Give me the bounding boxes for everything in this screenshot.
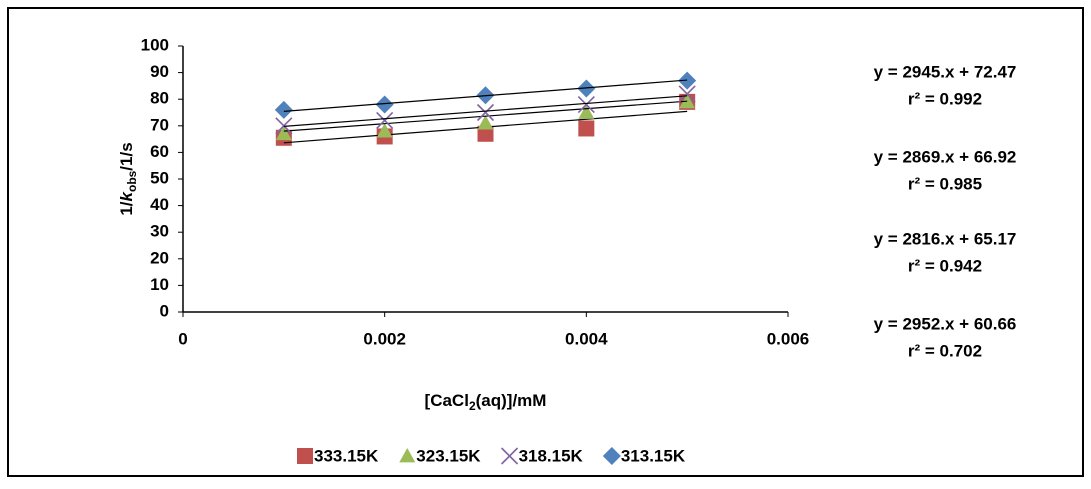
x-axis-label-part: (aq)]/mM xyxy=(476,391,547,410)
legend-label: 333.15K xyxy=(314,446,379,465)
point xyxy=(577,95,595,114)
point xyxy=(477,125,494,142)
point xyxy=(500,447,519,465)
y-axis-label-part: /1/s xyxy=(117,142,136,170)
trendline-equation: y = 2869.x + 66.92 xyxy=(874,147,1017,166)
point xyxy=(602,447,621,465)
point xyxy=(678,85,696,103)
trendline-equation: y = 2952.x + 60.66 xyxy=(874,314,1017,333)
point xyxy=(577,79,596,98)
y-tick-label: 50 xyxy=(150,168,169,187)
y-tick-label: 60 xyxy=(150,142,169,161)
x-tick-label: 0.006 xyxy=(767,329,810,348)
trendline-equation: y = 2816.x + 65.17 xyxy=(874,229,1017,248)
trendline xyxy=(283,100,688,132)
point xyxy=(274,100,293,119)
point xyxy=(376,123,393,138)
y-tick-label: 10 xyxy=(150,275,169,294)
point xyxy=(297,448,313,464)
point xyxy=(578,104,595,119)
y-tick-label: 90 xyxy=(150,62,169,81)
x-tick-label: 0.002 xyxy=(363,329,406,348)
trendline-r2: r² = 0.992 xyxy=(908,89,982,108)
y-tick-label: 100 xyxy=(141,35,169,54)
point xyxy=(477,115,494,130)
x-axis-label-part: [CaCl xyxy=(425,391,469,410)
x-axis-label: [CaCl2(aq)]/mM xyxy=(425,391,547,413)
point xyxy=(476,103,495,122)
y-axis-label-part: k xyxy=(117,190,136,201)
trendline-r2: r² = 0.985 xyxy=(908,174,982,193)
y-tick-label: 0 xyxy=(160,301,169,320)
point xyxy=(375,95,394,114)
trendline-r2: r² = 0.702 xyxy=(908,341,982,360)
y-tick-label: 70 xyxy=(150,115,169,134)
point xyxy=(578,120,595,137)
y-axis-label-part: obs xyxy=(125,170,139,192)
x-tick-label: 0 xyxy=(178,329,187,348)
x-tick-label: 0.004 xyxy=(565,329,608,348)
x-axis-label-part: 2 xyxy=(469,399,476,413)
legend-label: 323.15K xyxy=(416,446,481,465)
legend-label: 318.15K xyxy=(519,446,584,465)
y-tick-label: 40 xyxy=(150,195,169,214)
point xyxy=(399,448,416,463)
legend-label: 313.15K xyxy=(621,446,686,465)
point xyxy=(679,93,696,109)
trendline-equation: y = 2945.x + 72.47 xyxy=(874,62,1017,81)
y-tick-label: 80 xyxy=(150,89,169,108)
y-axis-label: 1/kobs/1/s xyxy=(117,142,139,215)
chart-frame xyxy=(7,7,1084,477)
trendline-r2: r² = 0.942 xyxy=(908,256,982,275)
y-tick-label: 20 xyxy=(150,248,169,267)
trendline xyxy=(283,95,688,127)
y-tick-label: 30 xyxy=(150,222,169,241)
point xyxy=(275,125,292,141)
y-axis-label-part: 1/ xyxy=(117,201,136,215)
point xyxy=(376,111,394,130)
trendline xyxy=(283,79,688,112)
